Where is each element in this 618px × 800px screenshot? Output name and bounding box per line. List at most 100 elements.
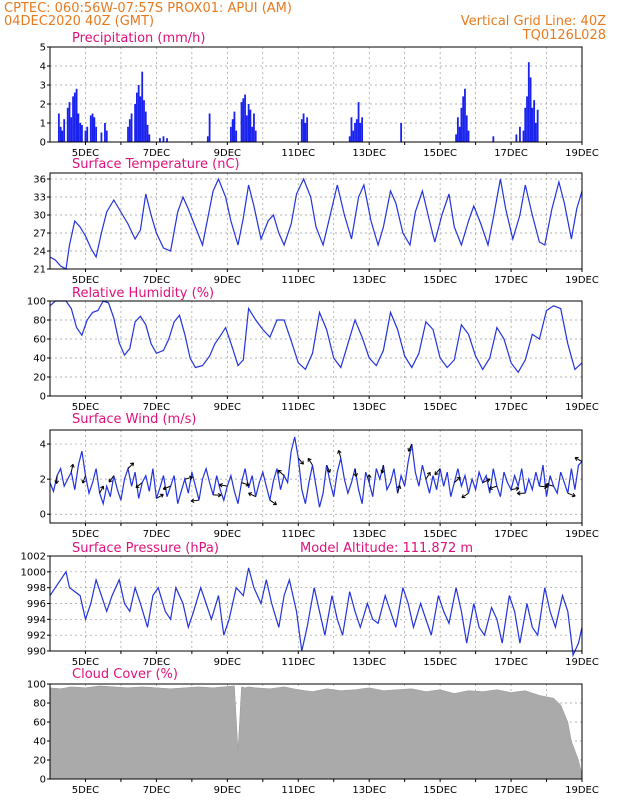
cloud-ytick-0: 0 <box>40 775 46 786</box>
wind-arrow-70 <box>297 457 304 465</box>
precip-bar-37 <box>206 136 209 142</box>
rh-xtick-4: 13DEC <box>352 402 386 413</box>
panels: 0 1 2 3 4 5 5DEC 7DEC 9DEC 11DEC 13DEC 15DEC 17DEC 19… <box>21 43 599 797</box>
precip-bar-16 <box>91 113 94 142</box>
wind-arrowhead-30 <box>159 493 164 498</box>
wind-arrow-14 <box>99 485 104 494</box>
precip-bar-67 <box>458 126 461 142</box>
temp-xtick-0: 5DEC <box>72 275 99 286</box>
wind-arrowhead-86 <box>353 473 359 477</box>
wind-arrow-38 <box>184 476 193 480</box>
wind-arrowhead-98 <box>396 485 402 489</box>
precip-xtick-5: 15DEC <box>423 148 457 159</box>
precip-bar-20 <box>104 123 106 142</box>
wind-arrowhead-114 <box>456 476 461 481</box>
temp-ytick-3: 30 <box>33 211 46 222</box>
precip-bar-43 <box>240 102 243 142</box>
rh-panel: 0 20 40 60 80 100 5DEC 7DEC 9DEC 11DEC 13DEC 15DEC 1… <box>27 297 599 414</box>
wind-arrowhead-78 <box>326 468 331 473</box>
wind-arrow-102 <box>408 443 413 452</box>
rh-ytick-5: 100 <box>27 297 46 308</box>
pressure-ytick-4: 998 <box>27 583 46 594</box>
pressure-panel: 990 992 994 996 998 1000 1002 5DEC 7DEC 9DEC 11DEC… <box>21 552 599 669</box>
precip-bar-52 <box>300 119 303 142</box>
header-date: 04DEC2020 40Z (GMT) <box>4 14 154 29</box>
wind-arrowhead-122 <box>486 478 491 483</box>
precip-bar-83 <box>534 123 537 142</box>
pressure-xtick-7: 19DEC <box>565 657 599 668</box>
wind-arrow-62 <box>269 499 277 506</box>
wind-arrow-142 <box>545 483 554 487</box>
precip-title: Precipitation (mm/h) <box>72 31 205 46</box>
precip-bar-81 <box>531 107 534 142</box>
precip-bar-13 <box>84 130 87 142</box>
wind-arrow-126 <box>489 485 498 490</box>
precip-bar-14 <box>86 126 89 142</box>
precip-bar-66 <box>456 117 459 142</box>
wind-arrowhead-2 <box>54 480 60 484</box>
wind-arrow-2 <box>56 475 58 484</box>
precip-bar-31 <box>144 111 147 142</box>
precip-bar-79 <box>527 62 530 143</box>
rh-xtick-0: 5DEC <box>72 402 99 413</box>
cloud-xtick-7: 19DEC <box>565 785 599 796</box>
precip-bar-6 <box>70 117 73 142</box>
pressure-xtick-1: 7DEC <box>143 657 170 668</box>
pressure-xtick-2: 9DEC <box>214 657 241 668</box>
precip-bar-29 <box>141 71 144 142</box>
precip-bar-57 <box>350 117 353 142</box>
precip-bar-30 <box>143 100 145 142</box>
wind-arrow-10 <box>82 475 86 484</box>
wind-xtick-2: 9DEC <box>214 529 241 540</box>
wind-arrow-138 <box>539 485 548 488</box>
rh-title: Relative Humidity (%) <box>72 286 214 301</box>
wind-arrowhead-138 <box>544 484 548 489</box>
precip-bar-53 <box>302 113 305 142</box>
precip-bar-34 <box>159 138 161 142</box>
wind-arrowhead-34 <box>162 486 167 491</box>
precip-ytick-5: 5 <box>40 43 46 54</box>
wind-arrowhead-54 <box>245 482 250 487</box>
wind-arrowhead-42 <box>190 498 195 504</box>
wind-line <box>49 436 583 508</box>
wind-arrowhead-66 <box>277 469 282 474</box>
cloud-xtick-4: 13DEC <box>352 785 386 796</box>
cloud-xtick-1: 7DEC <box>143 785 170 796</box>
precip-bar-27 <box>137 85 140 142</box>
wind-arrow-110 <box>434 468 441 476</box>
wind-arrowhead-50 <box>219 482 223 488</box>
wind-arrowhead-10 <box>81 479 86 484</box>
precip-bar-46 <box>245 115 248 142</box>
precip-bar-63 <box>361 117 364 142</box>
rh-xtick-6: 17DEC <box>494 402 528 413</box>
precip-xtick-2: 9DEC <box>214 148 241 159</box>
wind-arrowhead-70 <box>299 460 304 465</box>
rh-ytick-0: 0 <box>40 392 46 403</box>
wind-xtick-3: 11DEC <box>281 529 315 540</box>
cloud-xtick-2: 9DEC <box>214 785 241 796</box>
wind-arrowhead-46 <box>217 492 222 498</box>
wind-arrowhead-62 <box>273 501 277 506</box>
precip-bar-59 <box>354 123 356 142</box>
wind-arrowhead-94 <box>380 469 385 474</box>
wind-arrowhead-22 <box>130 462 135 467</box>
precip-bar-71 <box>465 115 468 142</box>
wind-arrowhead-110 <box>434 471 439 476</box>
rh-xtick-3: 11DEC <box>281 402 315 413</box>
wind-arrowhead-130 <box>515 486 520 492</box>
precip-bar-45 <box>244 94 246 142</box>
wind-arrowhead-118 <box>461 494 466 499</box>
precip-bar-49 <box>251 126 254 142</box>
pressure-xtick-4: 13DEC <box>352 657 386 668</box>
precip-bar-56 <box>348 136 351 142</box>
wind-xtick-6: 17DEC <box>494 529 528 540</box>
wind-xtick-1: 7DEC <box>143 529 170 540</box>
header-grid-line: Vertical Grid Line: 40Z <box>461 14 606 29</box>
precip-bar-25 <box>134 104 137 142</box>
wind-arrowhead-106 <box>426 471 431 476</box>
precip-xtick-6: 17DEC <box>494 148 528 159</box>
wind-arrowhead-58 <box>248 492 253 497</box>
precip-bar-42 <box>235 130 238 142</box>
precip-bar-32 <box>146 124 149 142</box>
